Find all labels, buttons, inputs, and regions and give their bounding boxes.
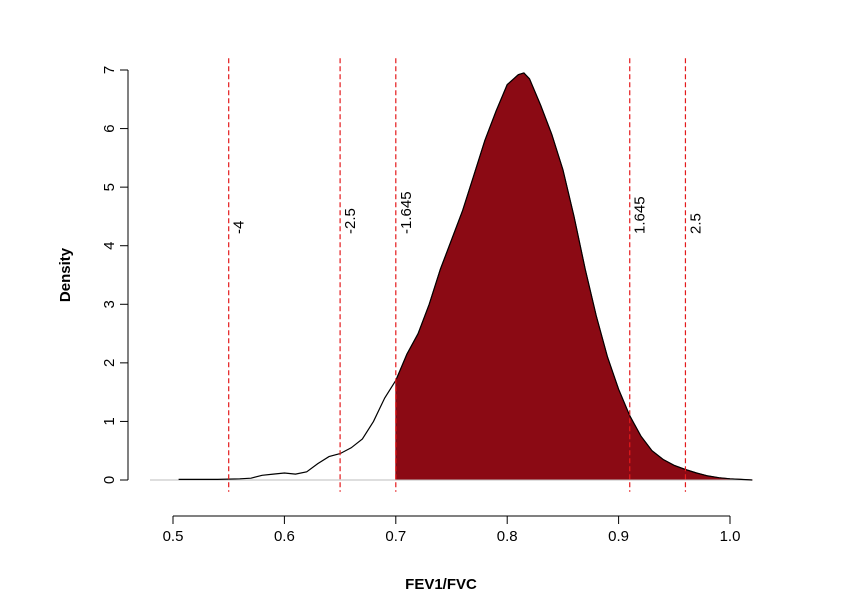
x-axis-title: FEV1/FVC <box>405 576 477 593</box>
density-curve <box>178 72 753 481</box>
y-tick-label: 1 <box>101 417 118 425</box>
y-tick-label: 2 <box>101 359 118 367</box>
density-curve-layer <box>178 72 753 481</box>
y-tick-label: 5 <box>101 183 118 191</box>
x-tick-label: 0.6 <box>274 528 295 545</box>
reference-line-label: 1.645 <box>632 196 649 234</box>
y-tick-label: 7 <box>101 66 118 74</box>
y-tick-label: 6 <box>101 124 118 132</box>
x-tick-label: 1.0 <box>720 528 741 545</box>
y-tick-label: 0 <box>101 476 118 484</box>
y-tick-label: 3 <box>101 300 118 308</box>
x-tick-label: 0.8 <box>497 528 518 545</box>
reference-lines-layer: -4 -2.5 -1.645 1.645 2.5 <box>228 58 704 492</box>
x-tick-label: 0.9 <box>608 528 629 545</box>
reference-line-label: -2.5 <box>342 208 359 234</box>
axes-layer: 0.5 0.6 0.7 0.8 0.9 1.0 0 1 2 3 4 5 6 7 <box>101 66 740 545</box>
reference-line-label: -4 <box>231 221 248 234</box>
shaded-area <box>395 72 753 481</box>
reference-line-label: 2.5 <box>687 213 704 234</box>
shaded-area-layer <box>395 72 753 481</box>
reference-line-label: -1.645 <box>398 191 415 234</box>
x-tick-label: 0.5 <box>163 528 184 545</box>
y-axis-title: Density <box>57 247 74 302</box>
x-tick-label: 0.7 <box>385 528 406 545</box>
y-tick-label: 4 <box>101 242 118 250</box>
